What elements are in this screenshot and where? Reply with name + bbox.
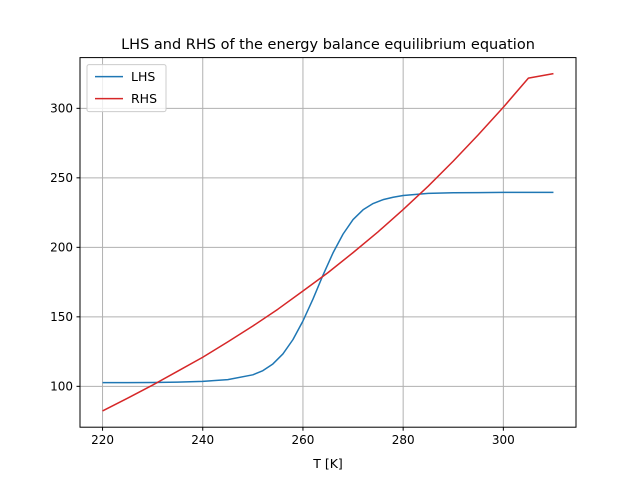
grid bbox=[80, 57, 576, 428]
series-line-rhs bbox=[102, 72, 554, 412]
x-axis-label: T [K] bbox=[312, 456, 343, 471]
y-tick-label: 300 bbox=[50, 102, 73, 116]
x-tick-label: 300 bbox=[492, 433, 515, 447]
x-tick-label: 280 bbox=[392, 433, 415, 447]
chart-title: LHS and RHS of the energy balance equili… bbox=[121, 37, 535, 53]
x-tick-label: 260 bbox=[291, 433, 314, 447]
x-tick-label: 240 bbox=[191, 433, 214, 447]
y-tick-label: 150 bbox=[50, 310, 73, 324]
y-tick-label: 200 bbox=[50, 241, 73, 255]
ticks: 220 240 260 280 300 100 150 200 250 300 bbox=[50, 102, 515, 448]
series-layer bbox=[102, 72, 554, 412]
series-line-lhs bbox=[102, 191, 554, 384]
legend: LHS RHS bbox=[86, 64, 167, 113]
legend-label-rhs: RHS bbox=[131, 91, 157, 106]
legend-label-lhs: LHS bbox=[131, 69, 155, 84]
y-tick-label: 100 bbox=[50, 380, 73, 394]
y-tick-label: 250 bbox=[50, 171, 73, 185]
x-tick-label: 220 bbox=[91, 433, 114, 447]
plot-frame bbox=[79, 57, 577, 428]
